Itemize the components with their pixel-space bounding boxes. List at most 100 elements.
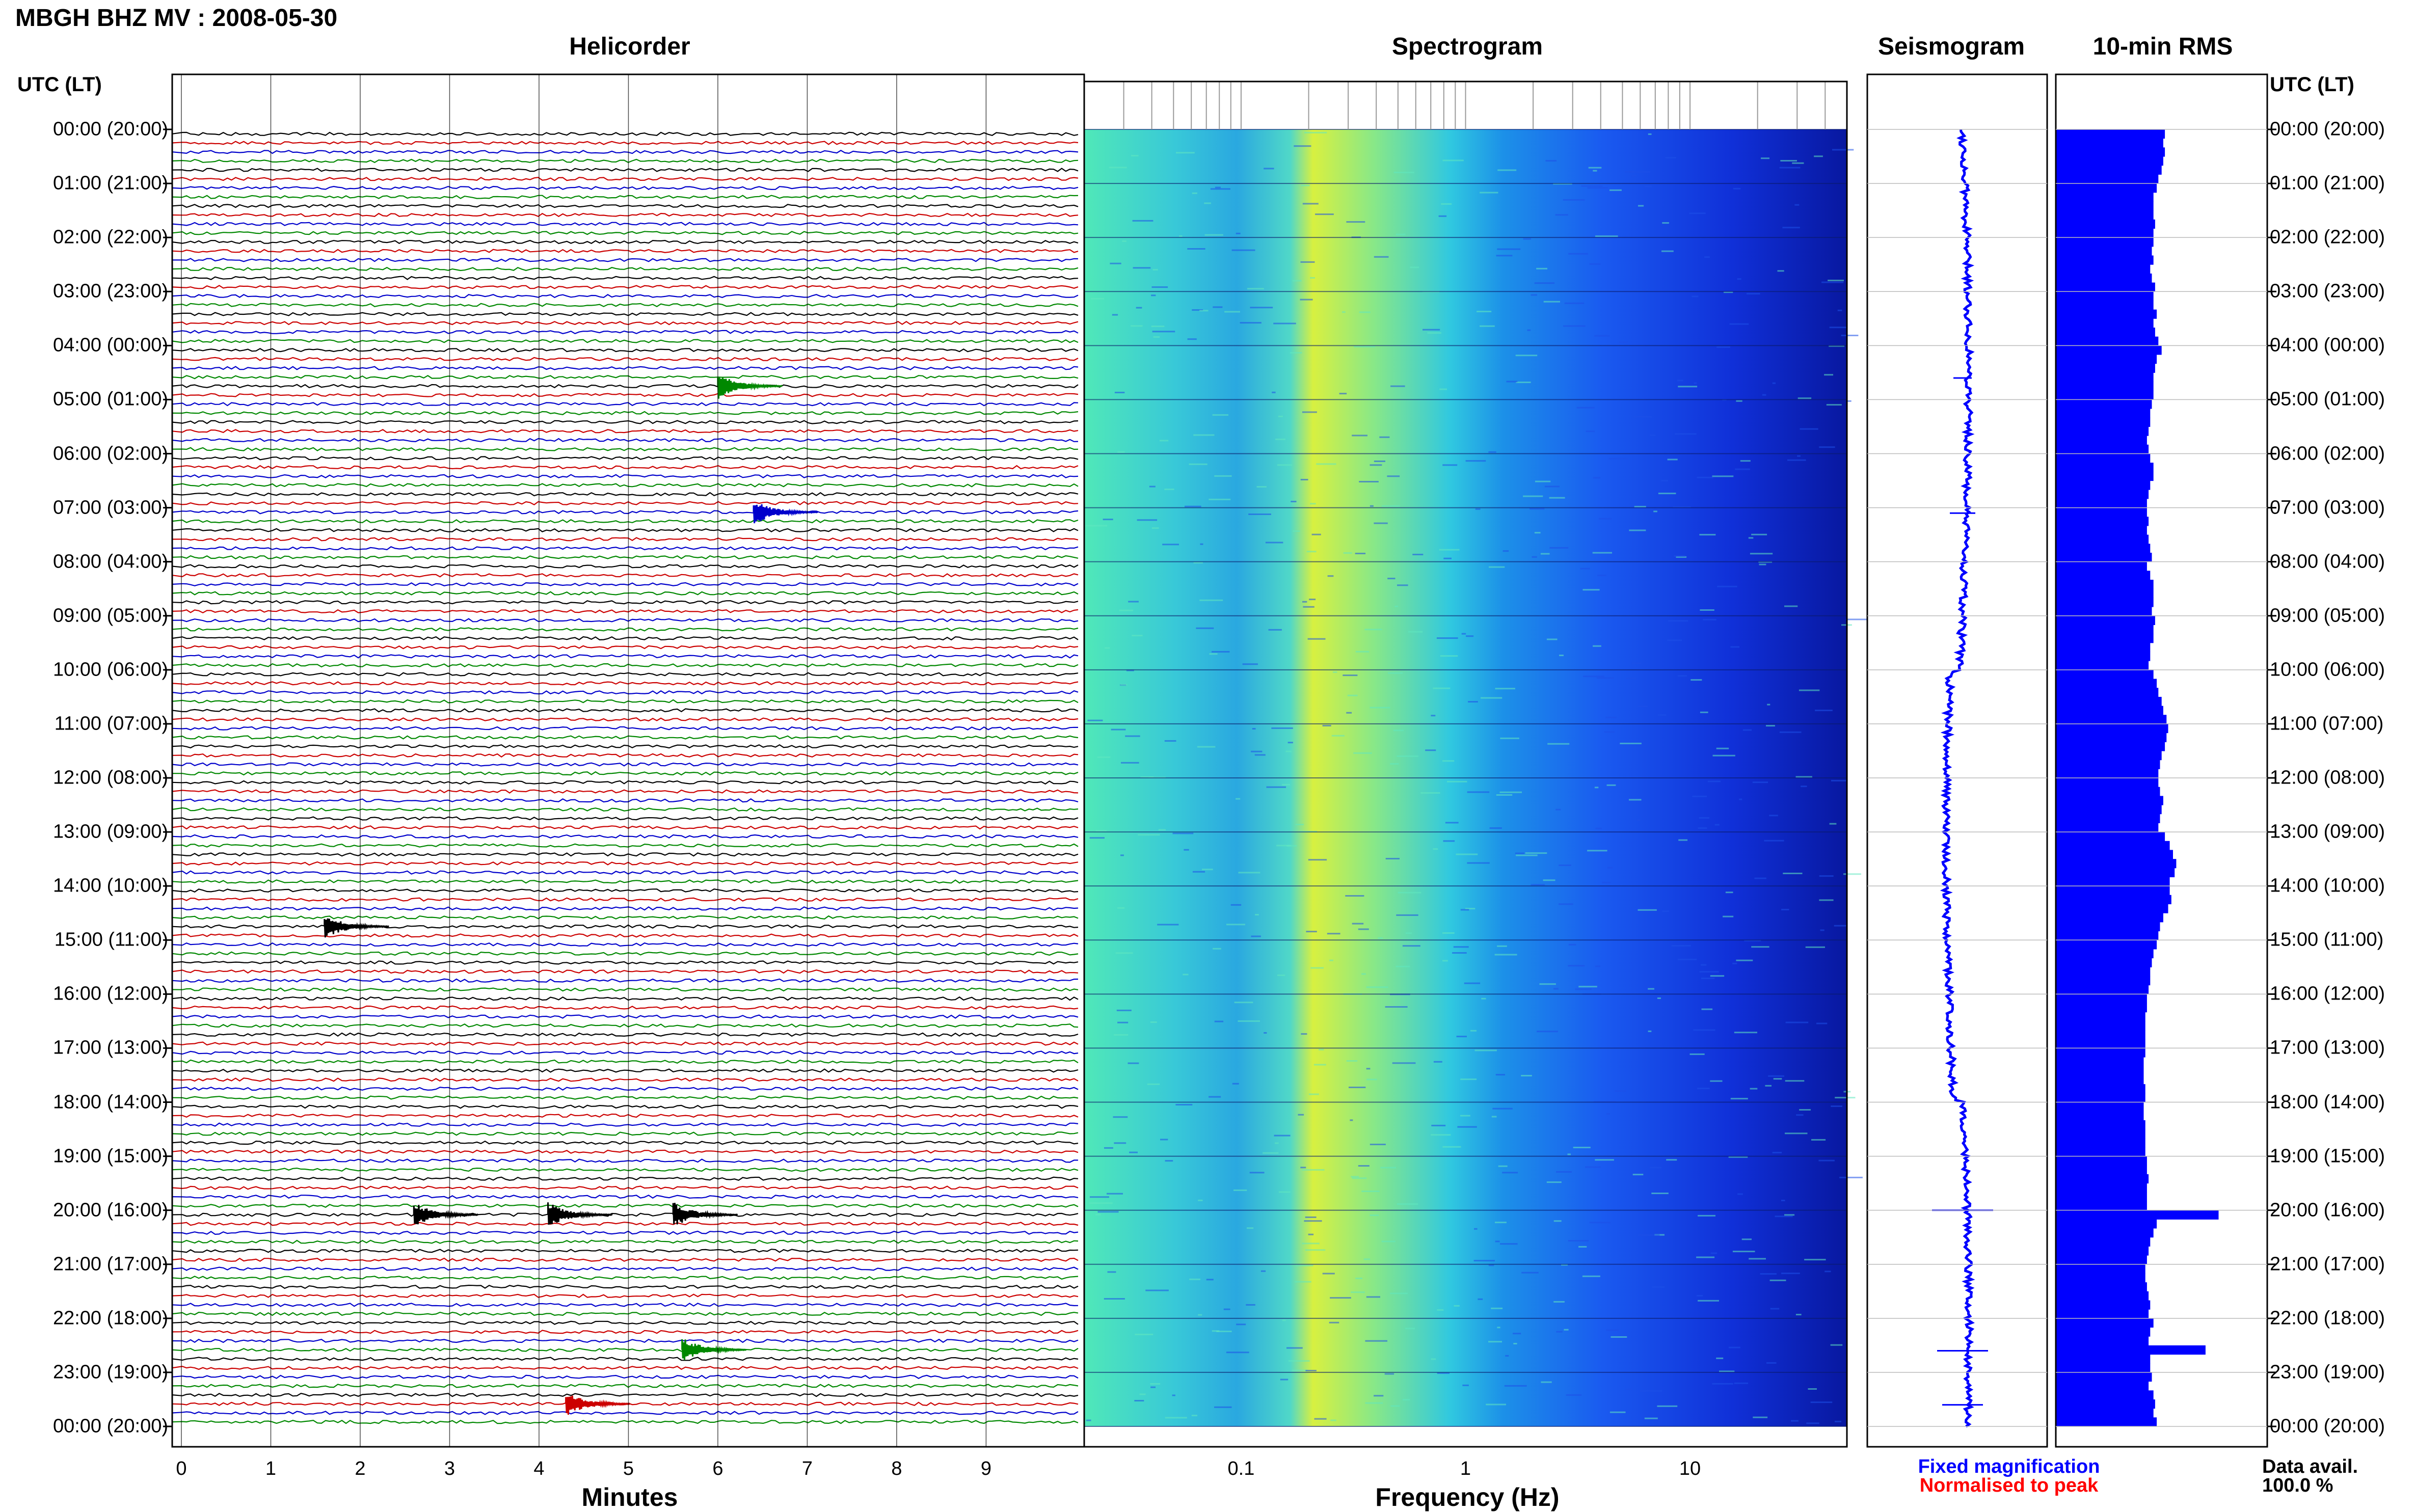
spectrogram-texture — [1212, 651, 1230, 653]
helicorder-trace — [172, 726, 1079, 731]
helicorder-trace — [172, 663, 1079, 668]
helicorder-trace — [172, 960, 1079, 965]
spectrogram-texture — [1437, 1372, 1450, 1374]
spectrogram-texture — [1733, 187, 1741, 190]
helicorder-trace — [172, 366, 1079, 370]
rms-bar — [2056, 1039, 2145, 1048]
rms-bar — [2056, 796, 2163, 805]
helicorder-trace — [172, 861, 1079, 866]
helicorder-trace — [172, 537, 1079, 542]
spectrogram-texture — [1467, 862, 1490, 864]
spectrogram-texture — [1502, 1172, 1518, 1174]
helicorder-trace — [172, 266, 1079, 272]
spectrogram-texture — [1710, 975, 1725, 977]
spectrogram-texture — [1302, 1243, 1320, 1245]
spectrogram-texture — [1732, 962, 1737, 964]
helicorder-trace — [172, 672, 1079, 677]
spectrogram-texture — [1495, 1240, 1500, 1243]
spectrogram-texture — [1159, 440, 1169, 442]
spectrogram-texture — [1125, 735, 1140, 737]
spectrogram-texture — [1107, 1271, 1116, 1273]
spectrogram-texture — [1302, 1169, 1325, 1171]
helicorder-trace — [172, 1023, 1079, 1028]
spectrogram-texture — [1104, 1147, 1113, 1149]
spectrogram-texture — [1668, 620, 1688, 622]
spectrogram-texture — [1431, 1134, 1451, 1136]
rms-bar — [2056, 1084, 2145, 1094]
rms-bar — [2056, 669, 2154, 679]
time-tick-left: 03:00 (23:00) — [52, 280, 168, 302]
rms-bar — [2056, 1021, 2145, 1031]
time-tick-right: 04:00 (00:00) — [2270, 334, 2385, 356]
spectrogram-texture — [1294, 145, 1311, 147]
spectrogram-texture — [1762, 394, 1766, 396]
spectrogram-texture — [1263, 1152, 1279, 1154]
spectrogram-texture — [1351, 1291, 1365, 1293]
spectrogram-texture — [1480, 192, 1498, 194]
spectrogram-texture — [1273, 322, 1296, 325]
spectrogram-texture — [1095, 1213, 1101, 1216]
spectrogram-texture — [1595, 965, 1601, 967]
rms-bar — [2056, 1273, 2145, 1283]
spectrogram-texture — [1737, 1193, 1743, 1195]
helicorder-trace — [172, 933, 1079, 938]
rms-bar — [2056, 1102, 2144, 1112]
helicorder-event — [547, 1202, 613, 1225]
spectrogram-texture — [1632, 1174, 1644, 1176]
spectrogram-texture — [1140, 776, 1154, 778]
spectrogram-texture — [1553, 988, 1559, 990]
rms-bar — [2056, 525, 2147, 535]
spectrogram-texture — [1539, 983, 1556, 985]
spectrogram-texture — [1119, 609, 1134, 611]
helicorder-trace — [172, 699, 1079, 704]
spectrogram-texture — [1662, 910, 1669, 912]
spectrogram-texture — [1521, 1272, 1539, 1274]
spectrogram-texture — [1381, 505, 1400, 507]
spectrogram-texture — [1295, 1281, 1311, 1283]
helicorder-trace — [172, 1032, 1079, 1037]
spectrogram-texture — [1304, 131, 1327, 133]
rms-bar — [2056, 1129, 2145, 1139]
spectrogram-texture — [1131, 325, 1143, 327]
frequency-tick-label: 0.1 — [1227, 1458, 1255, 1479]
spectrogram-texture — [1515, 852, 1524, 854]
helicorder-trace — [172, 330, 1079, 335]
spectrogram-texture — [1260, 1270, 1266, 1272]
helicorder-trace — [172, 1212, 1079, 1217]
spectrogram-texture — [1300, 1167, 1306, 1169]
rms-bar — [2056, 1048, 2145, 1058]
spectrogram-texture — [1224, 311, 1240, 313]
spectrogram-texture — [1352, 435, 1367, 437]
rms-bar — [2056, 625, 2154, 634]
spectrogram-header: Spectrogram — [1391, 33, 1543, 60]
spectrogram-texture — [1631, 662, 1642, 664]
spectrogram-texture — [1523, 495, 1543, 497]
spectrogram-texture — [1128, 601, 1139, 603]
spectrogram-texture — [1133, 267, 1151, 269]
spectrogram-texture — [1199, 310, 1209, 312]
spectrogram-texture — [1129, 1151, 1138, 1153]
spectrogram-texture — [1746, 293, 1760, 295]
seismogram-header: Seismogram — [1877, 33, 2025, 60]
spectrogram-texture — [1504, 1385, 1527, 1387]
spectrogram-texture — [1115, 952, 1133, 954]
spectrogram-texture — [1712, 754, 1735, 757]
spectrogram-texture — [1648, 1030, 1652, 1032]
spectrogram-texture — [1212, 1330, 1220, 1332]
spectrogram-texture — [1808, 1388, 1817, 1390]
helicorder-trace — [172, 1249, 1079, 1253]
spectrogram-texture — [1330, 1419, 1336, 1421]
helicorder-trace — [172, 185, 1079, 191]
helicorder-trace — [172, 131, 1079, 136]
spectrogram-texture — [1151, 294, 1156, 296]
spectrogram-texture — [1240, 322, 1262, 324]
spectrogram-texture — [1147, 1083, 1160, 1085]
time-tick-left: 08:00 (04:00) — [52, 551, 168, 573]
spectrogram-texture — [1537, 1031, 1559, 1033]
spectrogram-texture — [1821, 281, 1844, 283]
helicorder-trace — [172, 798, 1079, 803]
helicorder-trace — [172, 239, 1079, 245]
rms-bar — [2056, 1174, 2149, 1184]
spectrogram-texture — [1300, 261, 1315, 263]
spectrogram-texture — [1385, 1006, 1408, 1008]
